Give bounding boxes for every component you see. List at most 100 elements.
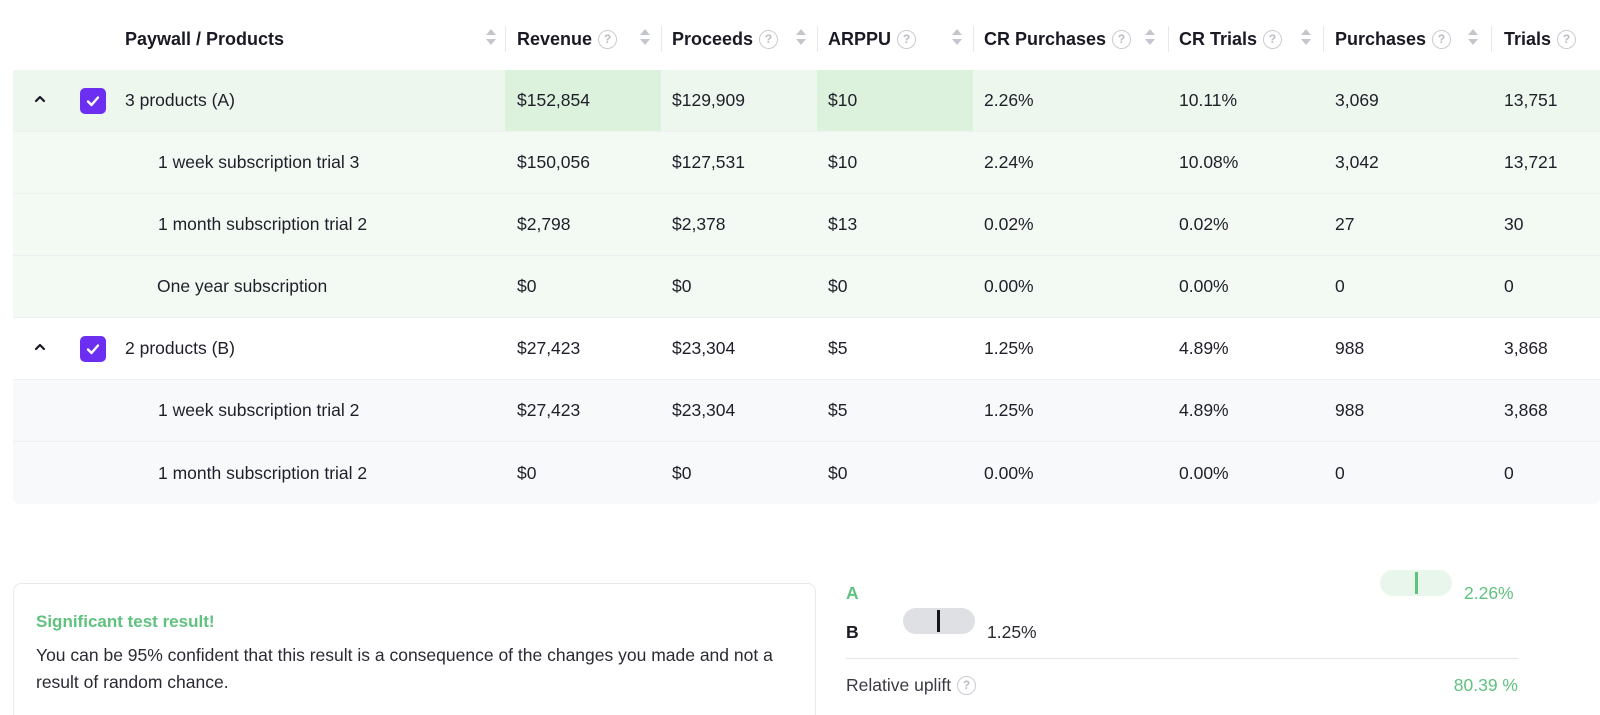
table-header: Paywall / Products Revenue? Proceeds? AR… [13, 8, 1600, 70]
cell-proceeds: $23,304 [672, 338, 736, 358]
product-name: 1 month subscription trial 2 [158, 462, 368, 483]
significance-text: You can be 95% confident that this resul… [36, 645, 773, 692]
cell-cr-purchases: 1.25% [984, 338, 1034, 358]
cell-revenue: $0 [517, 276, 537, 296]
product-name: 1 month subscription trial 2 [158, 214, 368, 234]
col-header-cr-purchases[interactable]: CR Purchases? [984, 8, 1132, 70]
sort-icon[interactable] [952, 28, 962, 48]
column-divider [1323, 26, 1324, 52]
column-divider [505, 26, 506, 52]
help-icon[interactable]: ? [1263, 29, 1283, 49]
variant-b-label: B [846, 622, 859, 642]
cell-cr-purchases: 0.02% [984, 214, 1034, 234]
cell-trials: 3,868 [1504, 400, 1548, 420]
sort-icon[interactable] [486, 28, 496, 48]
table-row-group-b[interactable]: 2 products (B) $27,423 $23,304 $5 1.25% … [13, 318, 1600, 380]
checkbox-group-a[interactable] [80, 88, 106, 114]
sort-icon[interactable] [1468, 28, 1478, 48]
cell-arppu: $5 [828, 338, 848, 358]
cell-purchases: 3,042 [1335, 152, 1379, 172]
results-table: Paywall / Products Revenue? Proceeds? AR… [13, 8, 1600, 504]
cell-cr-trials: 0.00% [1179, 462, 1229, 483]
sort-icon[interactable] [796, 28, 806, 48]
help-icon[interactable]: ? [1112, 29, 1132, 49]
col-header-trials[interactable]: Trials? [1504, 8, 1577, 70]
cell-revenue: $0 [517, 462, 537, 483]
cell-purchases: 0 [1335, 462, 1345, 483]
col-header-cr-trials[interactable]: CR Trials? [1179, 8, 1283, 70]
col-header-name[interactable]: Paywall / Products [125, 28, 285, 49]
cell-cr-trials: 10.11% [1179, 90, 1238, 110]
cell-purchases: 988 [1335, 400, 1365, 420]
cell-revenue: $2,798 [517, 214, 571, 234]
help-icon[interactable]: ? [759, 29, 779, 49]
uplift-label-wrap: Relative uplift? [846, 675, 977, 696]
cell-arppu: $10 [828, 90, 858, 110]
cell-cr-trials: 4.89% [1179, 400, 1229, 420]
sort-icon[interactable] [1145, 28, 1155, 48]
help-icon[interactable]: ? [957, 676, 977, 695]
uplift-label: Relative uplift [846, 675, 952, 695]
help-icon[interactable]: ? [1557, 29, 1577, 49]
cell-purchases: 3,069 [1335, 90, 1379, 110]
cell-revenue: $152,854 [517, 90, 590, 110]
significance-card: Significant test result! You can be 95% … [13, 583, 816, 715]
cell-purchases: 27 [1335, 214, 1355, 234]
cell-proceeds: $129,909 [672, 90, 745, 110]
group-name: 3 products (A) [125, 90, 235, 110]
divider [846, 658, 1518, 659]
uplift-value: 80.39 % [1453, 675, 1518, 695]
variant-b-bar [903, 608, 975, 634]
cell-cr-purchases: 2.26% [984, 90, 1034, 110]
cell-purchases: 0 [1335, 276, 1345, 296]
help-icon[interactable]: ? [598, 29, 618, 49]
table-row-group-a[interactable]: 3 products (A) $152,854 $129,909 $10 2.2… [13, 70, 1600, 132]
checkbox-group-b[interactable] [80, 336, 106, 362]
chevron-up-icon[interactable] [33, 340, 47, 354]
column-divider [1168, 26, 1169, 52]
table-row[interactable]: 1 week subscription trial 3 $150,056 $12… [13, 132, 1600, 194]
cell-cr-trials: 0.00% [1179, 276, 1229, 296]
col-header-purchases[interactable]: Purchases? [1335, 8, 1452, 70]
check-icon [86, 344, 100, 355]
highlight-cell [817, 70, 973, 131]
column-divider [973, 26, 974, 52]
cell-arppu: $13 [828, 214, 858, 234]
cell-trials: 13,751 [1504, 90, 1558, 110]
cell-cr-purchases: 0.00% [984, 276, 1034, 296]
col-header-proceeds[interactable]: Proceeds? [672, 8, 779, 70]
help-icon[interactable]: ? [897, 29, 917, 49]
cell-cr-purchases: 1.25% [984, 400, 1034, 420]
help-icon[interactable]: ? [1432, 29, 1452, 49]
table-row[interactable]: One year subscription $0 $0 $0 0.00% 0.0… [13, 256, 1600, 318]
table-row[interactable]: 1 week subscription trial 2 $27,423 $23,… [13, 380, 1600, 442]
cell-trials: 0 [1504, 276, 1514, 296]
cell-revenue: $27,423 [517, 400, 581, 420]
table-row[interactable]: 1 month subscription trial 2 $2,798 $2,3… [13, 194, 1600, 256]
cell-purchases: 988 [1335, 338, 1365, 358]
product-name: One year subscription [157, 276, 328, 296]
col-header-revenue[interactable]: Revenue? [517, 8, 618, 70]
product-name: 1 week subscription trial 2 [158, 400, 360, 420]
cell-revenue: $27,423 [517, 338, 581, 358]
significance-title: Significant test result! [36, 612, 215, 631]
cell-cr-trials: 10.08% [1179, 152, 1239, 172]
variant-a-bar [1380, 570, 1452, 596]
sort-icon[interactable] [640, 28, 650, 48]
group-name: 2 products (B) [125, 338, 235, 358]
cell-arppu: $10 [828, 152, 858, 172]
sort-icon[interactable] [1301, 28, 1311, 48]
chevron-up-icon[interactable] [33, 92, 47, 106]
cell-revenue: $150,056 [517, 152, 590, 172]
product-name: 1 week subscription trial 3 [158, 152, 360, 172]
col-header-arppu[interactable]: ARPPU? [828, 8, 917, 70]
cell-proceeds: $0 [672, 276, 692, 296]
cell-proceeds: $23,304 [672, 400, 736, 420]
variant-b-marker [937, 610, 940, 632]
highlight-cell [505, 70, 661, 131]
table-row[interactable]: 1 month subscription trial 2 $0 $0 $0 0.… [13, 442, 1600, 504]
cell-cr-trials: 0.02% [1179, 214, 1229, 234]
cell-trials: 0 [1504, 462, 1514, 483]
cell-trials: 30 [1504, 214, 1524, 234]
column-divider [1491, 26, 1492, 52]
